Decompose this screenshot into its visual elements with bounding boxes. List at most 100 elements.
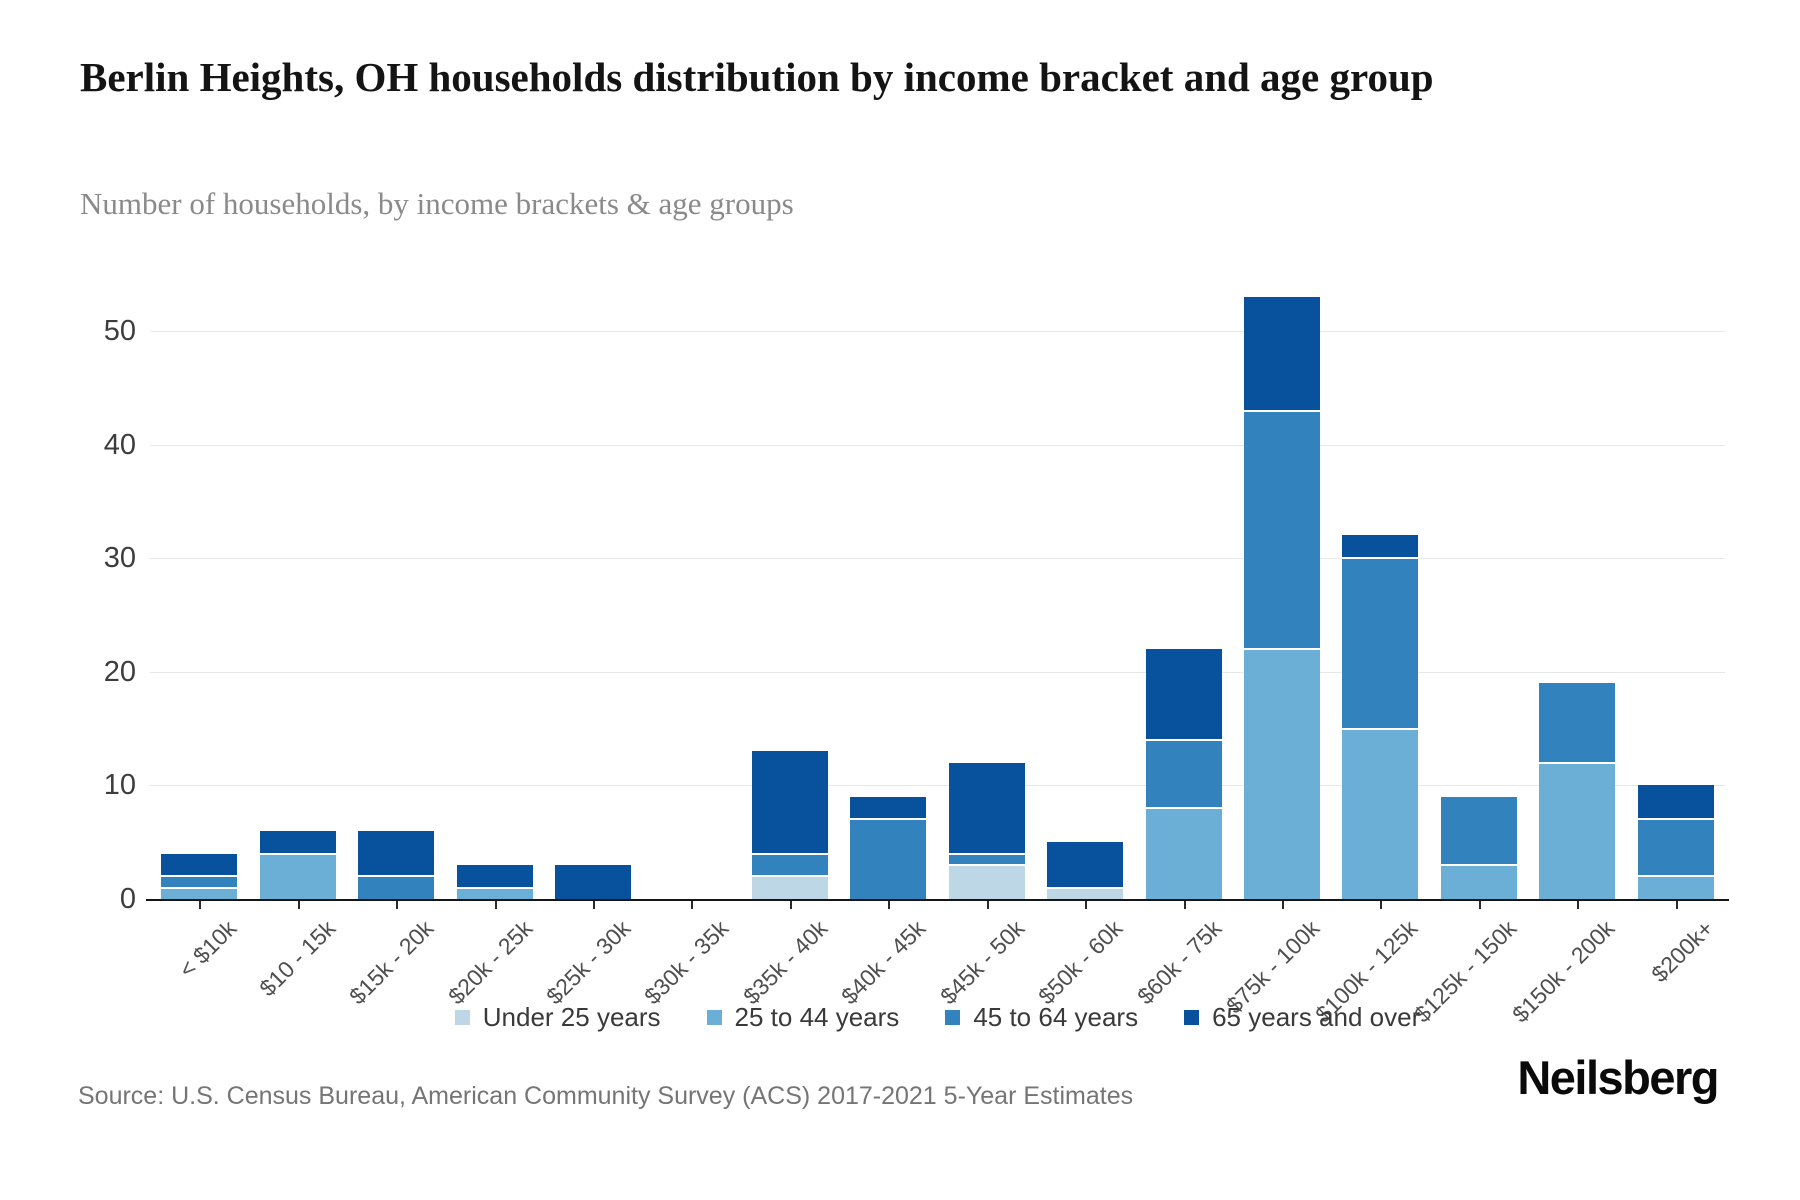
bar-segment-65-years-and-over — [1145, 649, 1222, 740]
x-axis-tick — [592, 901, 595, 909]
bar-segment-25-to-44-years — [1539, 762, 1616, 899]
segment-separator — [1244, 648, 1321, 651]
segment-separator — [1145, 807, 1222, 810]
bar-segment-45-to-64-years — [358, 876, 435, 899]
bar-segment-25-to-44-years — [1244, 649, 1321, 899]
x-axis-tick — [297, 901, 300, 909]
x-axis-tick — [1085, 901, 1088, 909]
bar-segment-under-25-years — [948, 864, 1025, 899]
bar-segment-45-to-64-years — [1440, 796, 1517, 865]
legend-item: 65 years and over — [1184, 1002, 1420, 1033]
neilsberg-logo: Neilsberg — [1517, 1051, 1719, 1104]
segment-separator — [456, 886, 533, 889]
x-axis-line — [146, 899, 1729, 901]
x-axis-tick — [1380, 901, 1383, 909]
legend: Under 25 years 25 to 44 years 45 to 64 yea… — [150, 1002, 1725, 1033]
gridline-y-20 — [150, 671, 1725, 673]
y-axis-tick-label: 0 — [119, 883, 136, 915]
legend-swatch — [945, 1010, 961, 1025]
y-axis-tick-label: 40 — [103, 428, 136, 461]
y-axis-tick-label: 10 — [103, 769, 136, 802]
chart-title: Berlin Heights, OH households distributi… — [80, 54, 1434, 100]
x-axis-tick — [789, 901, 792, 909]
bar-segment-25-to-44-years — [161, 887, 238, 899]
gridline-y-30 — [150, 558, 1725, 560]
x-axis-tick — [1577, 901, 1580, 909]
legend-label: Under 25 years — [482, 1002, 661, 1032]
bar-segment-45-to-64-years — [1244, 410, 1321, 650]
bar-segment-45-to-64-years — [751, 853, 828, 877]
y-axis-tick-label: 30 — [103, 542, 136, 575]
legend-label: 45 to 64 years — [973, 1002, 1139, 1032]
bar-segment-25-to-44-years — [259, 853, 336, 899]
segment-separator — [1244, 409, 1321, 412]
x-axis-tick — [396, 901, 399, 909]
x-axis-tick — [1282, 901, 1285, 909]
bar-segment-65-years-and-over — [1342, 535, 1419, 559]
bar-segment-45-to-64-years — [1539, 683, 1616, 763]
segment-separator — [259, 852, 336, 855]
bar-segment-25-to-44-years — [1342, 728, 1419, 899]
bar-segment-65-years-and-over — [1637, 785, 1714, 820]
segment-separator — [850, 818, 927, 821]
bar-segment-65-years-and-over — [456, 864, 533, 888]
source-attribution: Source: U.S. Census Bureau, American Com… — [78, 1082, 1134, 1110]
bar-segment-25-to-44-years — [456, 887, 533, 899]
segment-separator — [161, 886, 238, 889]
legend-swatch — [454, 1010, 470, 1025]
x-axis-tick — [1183, 901, 1186, 909]
legend-label: 65 years and over — [1212, 1002, 1421, 1032]
legend-item: 25 to 44 years — [706, 1002, 900, 1033]
segment-separator — [1047, 886, 1124, 889]
legend-item: 45 to 64 years — [945, 1002, 1138, 1033]
bar-segment-under-25-years — [1047, 887, 1124, 899]
bar-segment-45-to-64-years — [948, 853, 1025, 865]
gridline-y-10 — [150, 785, 1725, 787]
bar-segment-45-to-64-years — [1637, 819, 1714, 877]
x-axis-tick — [1675, 901, 1678, 909]
legend-swatch — [1184, 1010, 1200, 1025]
chart-subtitle: Number of households, by income brackets… — [80, 186, 794, 221]
x-axis-tick — [1478, 901, 1481, 909]
segment-separator — [1539, 761, 1616, 764]
x-axis-tick — [888, 901, 891, 909]
bar-segment-under-25-years — [751, 876, 828, 899]
segment-separator — [1342, 727, 1419, 730]
bar-segment-45-to-64-years — [1145, 739, 1222, 809]
segment-separator — [1440, 863, 1517, 866]
segment-separator — [751, 875, 828, 878]
segment-separator — [751, 852, 828, 855]
bar-segment-65-years-and-over — [554, 864, 631, 899]
segment-separator — [1637, 818, 1714, 821]
bar-segment-25-to-44-years — [1145, 808, 1222, 899]
segment-separator — [1145, 738, 1222, 741]
bar-segment-65-years-and-over — [161, 853, 238, 877]
bar-segment-45-to-64-years — [161, 876, 238, 888]
gridline-y-50 — [150, 331, 1725, 332]
segment-separator — [1342, 557, 1419, 560]
bar-segment-65-years-and-over — [1244, 296, 1321, 411]
segment-separator — [948, 863, 1025, 866]
x-axis-tick — [199, 901, 202, 909]
gridline-y-40 — [150, 444, 1725, 446]
bar-segment-65-years-and-over — [358, 830, 435, 877]
legend-item: Under 25 years — [454, 1002, 661, 1033]
bar-segment-65-years-and-over — [751, 751, 828, 854]
x-axis-tick — [494, 901, 497, 909]
segment-separator — [161, 875, 238, 878]
legend-swatch — [706, 1010, 722, 1025]
bar-segment-45-to-64-years — [1342, 558, 1419, 729]
bar-segment-65-years-and-over — [948, 762, 1025, 854]
bar-segment-45-to-64-years — [850, 819, 927, 899]
bar-segment-25-to-44-years — [1440, 864, 1517, 899]
bar-segment-65-years-and-over — [259, 830, 336, 854]
y-axis-tick-label: 50 — [103, 315, 136, 347]
x-axis-tick — [986, 901, 989, 909]
legend-label: 25 to 44 years — [734, 1002, 900, 1032]
x-axis-tick — [691, 901, 694, 909]
segment-separator — [358, 875, 435, 878]
segment-separator — [948, 852, 1025, 855]
y-axis-tick-label: 20 — [103, 655, 136, 688]
